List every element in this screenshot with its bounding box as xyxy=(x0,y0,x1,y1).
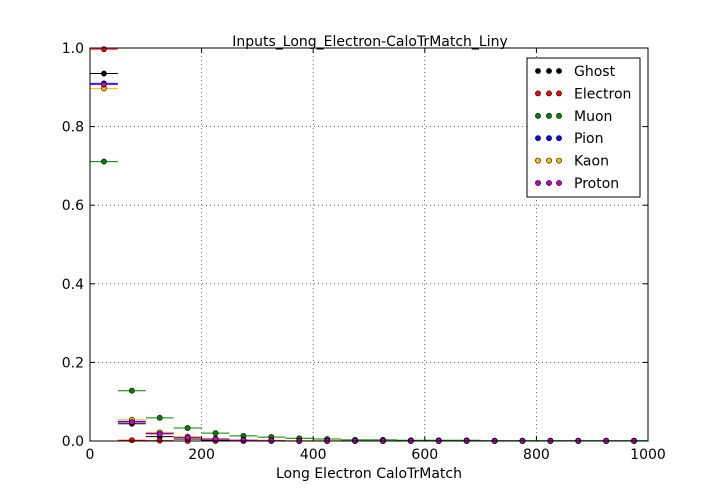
data-point xyxy=(101,158,107,165)
data-point xyxy=(101,46,107,53)
x-tick-label: 0 xyxy=(86,447,95,463)
data-point xyxy=(212,436,219,442)
legend-label: Muon xyxy=(574,109,612,125)
legend-marker xyxy=(556,135,562,142)
legend-marker xyxy=(546,68,552,74)
axis-ticks: 0 200 400 600 800 1000 0.0 0.2 0.4 0.6 0.8 1.0 xyxy=(62,41,666,463)
data-point xyxy=(128,437,135,444)
legend-label: Electron xyxy=(574,86,631,102)
legend-box xyxy=(526,57,641,198)
data-point xyxy=(240,437,247,444)
x-tick-label: 800 xyxy=(523,447,550,463)
legend-marker xyxy=(556,90,562,97)
legend-marker xyxy=(546,135,552,142)
legend-marker xyxy=(535,180,541,186)
legend-marker xyxy=(546,157,552,164)
legend-label: Proton xyxy=(574,176,619,192)
legend-label: Kaon xyxy=(574,154,609,170)
legend-marker xyxy=(556,68,562,74)
data-point xyxy=(156,431,163,437)
data-point xyxy=(101,81,107,88)
y-tick-label: 0.0 xyxy=(62,434,84,450)
chart-title: Inputs_Long_Electron-CaloTrMatch_Liny xyxy=(232,34,508,50)
legend-marker xyxy=(556,180,562,186)
data-point xyxy=(128,387,135,394)
data-point xyxy=(184,434,191,441)
data-point xyxy=(184,425,191,431)
y-tick-label: 0.2 xyxy=(62,355,84,371)
x-axis-label: Long Electron CaloTrMatch xyxy=(276,466,462,482)
legend-marker xyxy=(535,90,541,97)
legend-label: Ghost xyxy=(574,64,616,80)
legend-marker xyxy=(546,90,552,97)
data-point xyxy=(156,414,163,421)
legend-label: Pion xyxy=(574,131,603,147)
x-tick-label: 600 xyxy=(411,447,438,463)
legend-marker xyxy=(556,112,562,119)
legend-marker xyxy=(556,157,562,164)
legend-marker xyxy=(546,112,552,119)
data-point xyxy=(212,430,219,437)
legend-marker xyxy=(535,68,541,74)
x-tick-label: 200 xyxy=(188,447,215,463)
legend: Ghost Electron Muon Pion Kaon Proton xyxy=(526,57,641,198)
x-tick-label: 400 xyxy=(300,447,327,463)
y-tick-label: 0.4 xyxy=(62,277,84,293)
data-point xyxy=(101,70,107,77)
legend-marker xyxy=(535,135,541,142)
x-tick-label: 1000 xyxy=(630,447,666,463)
legend-marker xyxy=(546,180,552,186)
legend-marker xyxy=(535,112,541,119)
plot-frame xyxy=(89,47,649,442)
data-point xyxy=(128,419,135,426)
y-tick-label: 1.0 xyxy=(62,41,84,57)
y-tick-label: 0.8 xyxy=(62,120,84,136)
y-tick-label: 0.6 xyxy=(62,198,84,214)
legend-marker xyxy=(535,157,541,164)
